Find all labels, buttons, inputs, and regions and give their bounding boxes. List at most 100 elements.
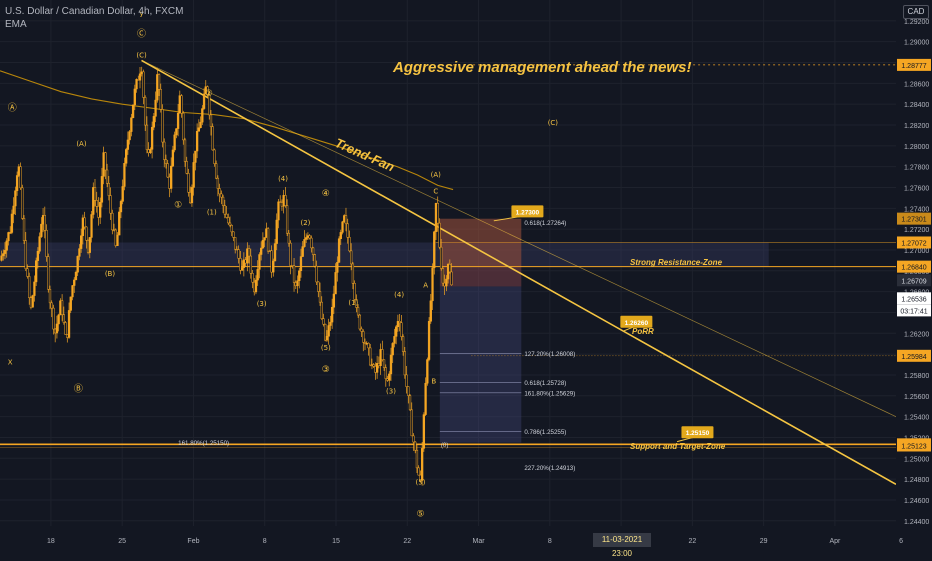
fib-label: 227.20%(1.24913) [524,465,575,472]
candle-body [185,161,188,174]
x-tick-label: 22 [688,538,696,545]
candle-body [67,310,71,338]
wave-label: ④ [322,189,330,199]
axis-price-tag-text: 1.26840 [901,265,926,272]
price-axis[interactable]: 1.292001.290001.288001.286001.284001.282… [896,0,932,550]
candle-body [128,131,131,141]
candle-body [232,231,235,238]
candle-body [43,215,46,231]
candle-body [329,321,332,326]
candle-body [28,276,31,298]
candle-body [351,263,355,284]
candle-body [336,262,339,273]
candle-body [116,234,119,246]
candle-body [251,273,254,283]
candle-body [424,382,427,415]
callout-box[interactable] [511,205,544,218]
wave-label: (1) [348,299,358,307]
axis-price-tag [897,439,931,452]
candle-body [315,265,318,283]
y-tick-label: 1.28000 [904,144,929,151]
indicator-label[interactable]: EMA [5,19,27,30]
candle-body [239,258,242,271]
wave-label: (1) [207,209,217,217]
candle-body [195,131,199,152]
candle-body [254,279,258,293]
candle-body [22,218,26,241]
candle-body [83,217,86,228]
candle-body [218,188,221,195]
candle-body [159,89,162,110]
candle-body [358,314,361,330]
fib-label: 161.80%(1.25150) [178,440,229,447]
wave-label: (4) [278,175,288,183]
candle-body [111,212,114,231]
candle-body [225,213,228,218]
candle-body [15,175,19,191]
candle-body [109,195,112,214]
fib-label: 0.618(1.27264) [524,220,566,227]
candle-body [192,162,195,188]
candle-body [249,255,252,274]
candle-body [171,149,175,167]
callout-box[interactable] [620,315,653,328]
candle-body [332,293,336,308]
candle-body [100,176,104,203]
wave-label: ① [174,200,182,210]
wave-label: (4) [394,291,404,299]
candle-body [341,221,344,233]
wave-label: ② [205,89,213,99]
candle-body [52,307,55,330]
candle-body [118,211,121,236]
candle-body [93,187,97,201]
fib-label: 0.618(1.25728) [524,380,566,387]
candle-body [289,242,292,266]
candle-body [298,270,301,282]
candle-body [183,139,187,162]
candle-body [431,267,434,302]
candle-body [10,213,14,233]
candle-body [88,237,91,253]
candle-body [303,239,306,247]
candle-body [3,250,7,254]
candle-body [427,321,431,360]
axis-price-tag-text: 1.25123 [901,443,926,450]
candle-body [209,114,213,127]
candle-body [223,205,226,215]
time-axis[interactable]: 1825Feb81522Mar8152229Apr6 [47,538,903,545]
candle-body [273,243,277,262]
candle-body [142,71,145,98]
x-tick-label: 8 [263,538,267,545]
candle-body [164,159,168,164]
candle-body [215,163,218,179]
axis-price-tag-text: 1.25984 [901,354,926,361]
candle-body [187,173,190,193]
candle-body [38,236,41,252]
resistance-zone [0,242,769,267]
candle-body [272,260,275,273]
axis-price-tag [897,274,931,287]
y-tick-label: 1.26200 [904,331,929,338]
candle-body [346,223,349,238]
candle-body [400,322,403,337]
candle-body [78,248,81,257]
candle-body [263,237,266,241]
fib-label: 161.80%(1.25629) [524,390,575,397]
candle-body [99,202,102,218]
callout-box[interactable] [681,426,714,439]
currency-badge[interactable]: CAD [903,5,929,19]
candle-body [318,291,322,303]
candle-body [261,239,265,249]
wave-label: y [139,10,143,18]
candle-body [199,121,202,129]
candle-body [441,268,445,284]
candle-body [216,177,220,189]
x-tick-label: 25 [118,538,126,545]
candle-body [412,435,415,443]
candle-body [334,272,337,295]
axis-price-tag-text: 1.27301 [901,217,926,224]
crosshair-time-label: 11-03-2021 23:00 [593,533,651,558]
candle-body [221,196,225,206]
trend-fan-lines [141,59,897,486]
